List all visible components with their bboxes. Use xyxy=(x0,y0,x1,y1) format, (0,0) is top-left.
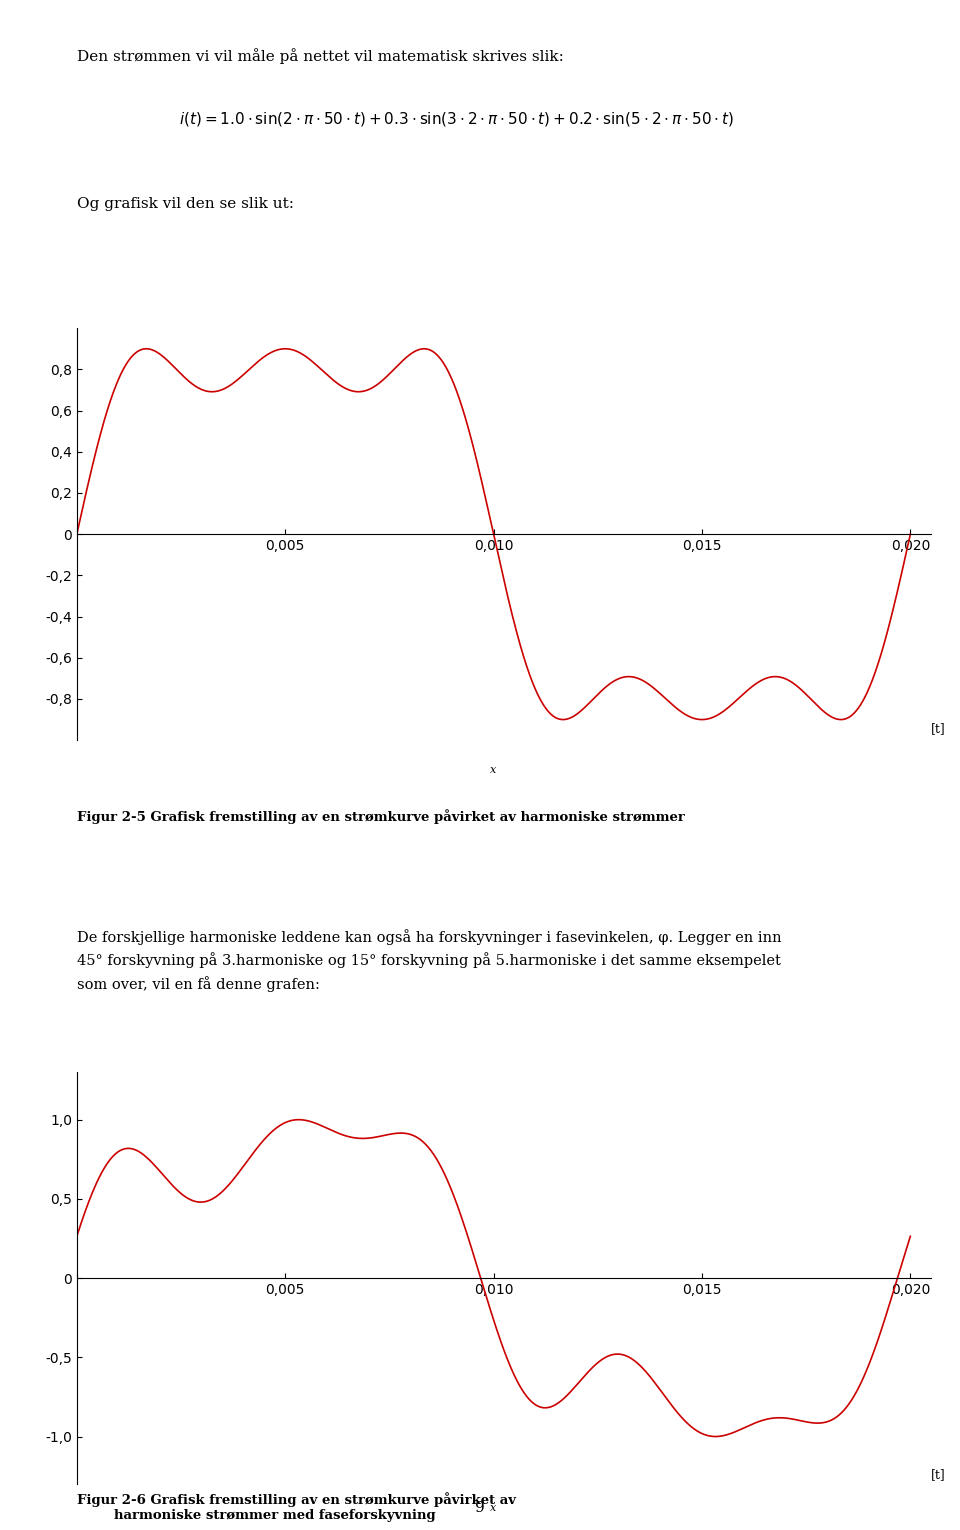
Text: De forskjellige harmoniske leddene kan også ha forskyvninger i fasevinkelen, φ. : De forskjellige harmoniske leddene kan o… xyxy=(77,929,781,991)
Text: [t]: [t] xyxy=(931,722,946,736)
Text: Figur 2-5 Grafisk fremstilling av en strømkurve påvirket av harmoniske strømmer: Figur 2-5 Grafisk fremstilling av en str… xyxy=(77,809,684,823)
Text: $i(t) = 1.0 \cdot \sin(2 \cdot \pi \cdot 50 \cdot t) + 0.3 \cdot \sin(3 \cdot 2 : $i(t) = 1.0 \cdot \sin(2 \cdot \pi \cdot… xyxy=(180,110,734,129)
Text: [t]: [t] xyxy=(931,1467,946,1481)
Text: Figur 2-6 Grafisk fremstilling av en strømkurve påvirket av
        harmoniske s: Figur 2-6 Grafisk fremstilling av en str… xyxy=(77,1492,516,1522)
Text: Den strømmen vi vil måle på nettet vil matematisk skrives slik:: Den strømmen vi vil måle på nettet vil m… xyxy=(77,47,564,64)
Text: x: x xyxy=(491,1502,496,1513)
Text: Og grafisk vil den se slik ut:: Og grafisk vil den se slik ut: xyxy=(77,196,294,211)
Text: 9: 9 xyxy=(475,1501,485,1515)
Text: x: x xyxy=(491,765,496,774)
